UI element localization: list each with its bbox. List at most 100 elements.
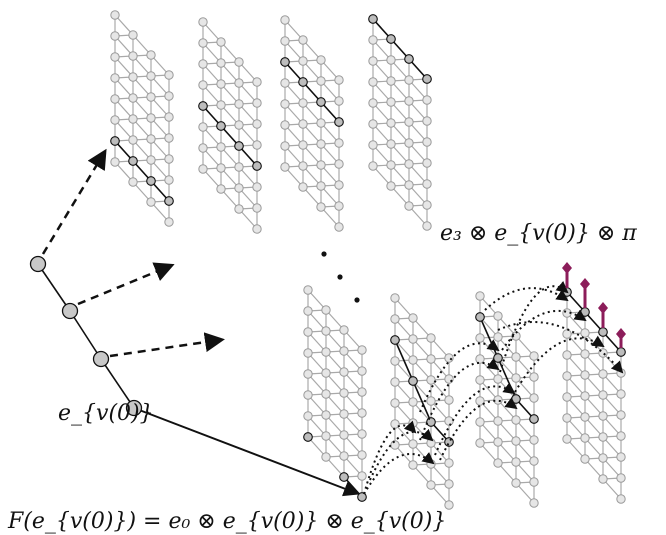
dotted-arrow <box>501 309 587 351</box>
dotted-arrow <box>363 420 417 495</box>
lattice-node <box>493 374 503 384</box>
lattice-node <box>316 139 326 149</box>
lattice-node <box>234 99 244 109</box>
lattice-node <box>198 143 208 153</box>
lattice-node <box>334 96 344 106</box>
lattice-node <box>580 349 590 359</box>
lattice-node <box>164 70 174 80</box>
lattice-node <box>164 91 174 101</box>
lattice-node <box>321 368 331 378</box>
lattice-node <box>303 390 313 400</box>
lattice-node <box>444 479 454 489</box>
lattice-node <box>511 436 521 446</box>
path-edge <box>37 263 71 312</box>
lattice-node <box>426 396 436 406</box>
lattice-node <box>390 293 400 303</box>
lattice-node <box>386 97 396 107</box>
highlight-node <box>404 54 414 64</box>
lattice-node <box>422 116 432 126</box>
lattice-node <box>146 197 156 207</box>
highlight-edge <box>479 316 499 359</box>
lattice-node <box>146 71 156 81</box>
lattice-node <box>128 135 138 145</box>
lattice-node <box>511 415 521 425</box>
lattice-node <box>216 142 226 152</box>
highlight-path <box>562 287 626 357</box>
lattice-node <box>216 100 226 110</box>
lattice-node <box>426 375 436 385</box>
lattice-node <box>598 411 608 421</box>
lattice <box>198 17 262 234</box>
lattice-node <box>404 117 414 127</box>
lattice-node <box>128 93 138 103</box>
lattice-node <box>408 460 418 470</box>
lattice-node <box>408 355 418 365</box>
main-path <box>29 255 360 497</box>
lattice-node <box>368 35 378 45</box>
lattice-node <box>616 473 626 483</box>
lattice-node <box>390 356 400 366</box>
lattice-node <box>422 200 432 210</box>
highlight-node <box>234 141 244 151</box>
lattice-node <box>616 494 626 504</box>
lattice-node <box>303 327 313 337</box>
lattice-node <box>444 458 454 468</box>
lattice-node <box>426 459 436 469</box>
lattice-node <box>334 180 344 190</box>
dotted-arrow <box>419 358 500 441</box>
marker-diamond <box>616 328 626 340</box>
lattice-node <box>529 498 539 508</box>
marker-diamond <box>598 302 608 314</box>
lattice-node <box>386 181 396 191</box>
lattice-node <box>316 76 326 86</box>
lattice-node <box>422 158 432 168</box>
dashed-arrow <box>41 148 107 255</box>
lattice-node <box>404 159 414 169</box>
lattice-node <box>298 140 308 150</box>
lattice-node <box>110 157 120 167</box>
lattice-node <box>511 352 521 362</box>
lattice-node <box>234 183 244 193</box>
lattice-node <box>164 112 174 122</box>
dashed-arrow <box>109 332 225 358</box>
lattice-node <box>252 182 262 192</box>
lattice-node <box>198 80 208 90</box>
lattice-node <box>404 96 414 106</box>
path-edge <box>69 310 102 360</box>
highlight-node <box>128 156 138 166</box>
lattice-node <box>252 203 262 213</box>
lattice <box>110 10 174 227</box>
highlight-node <box>368 14 378 24</box>
marker-diamond <box>580 278 590 290</box>
lattice-node <box>408 418 418 428</box>
highlight-node <box>110 136 120 146</box>
dashed-arrow <box>77 262 175 306</box>
lattice-node <box>408 313 418 323</box>
lattice-node <box>234 120 244 130</box>
lattice-node <box>321 347 331 357</box>
highlight-node <box>357 492 367 502</box>
lattice-node <box>339 430 349 440</box>
dashed-arrows <box>41 148 225 358</box>
lattice-node <box>321 431 331 441</box>
lattice-node <box>390 440 400 450</box>
lattice-node <box>562 371 572 381</box>
lattice-node <box>562 329 572 339</box>
highlight-node <box>598 327 608 337</box>
lattice-node <box>110 31 120 41</box>
lattice-node <box>280 99 290 109</box>
lattice-node <box>216 163 226 173</box>
dotted-arrow <box>419 339 500 413</box>
lattice-node <box>511 457 521 467</box>
lattice-node <box>110 10 120 20</box>
top-right-formula: e₃ ⊗ e_{v(0)} ⊗ π <box>440 221 637 246</box>
lattice-node <box>316 202 326 212</box>
lattice-node <box>426 480 436 490</box>
lattice-node <box>110 94 120 104</box>
highlight-path <box>280 57 344 127</box>
lattice-node <box>110 52 120 62</box>
lattice-node <box>280 141 290 151</box>
path-node <box>29 255 47 273</box>
lattice-node <box>252 98 262 108</box>
lattice-node <box>146 113 156 123</box>
